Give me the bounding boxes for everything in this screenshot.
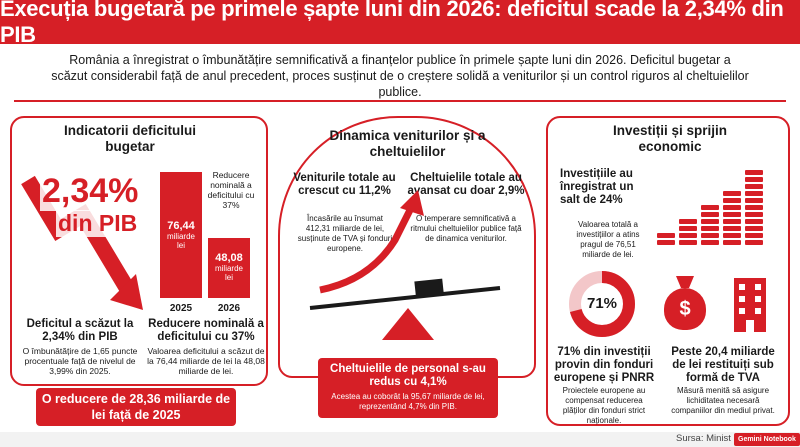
divider: [14, 100, 786, 102]
money-bag-knot: [676, 276, 694, 288]
eu-funds-text: Proiectele europene au compensat reducer…: [562, 386, 646, 425]
deficit-heading: Deficitul a scăzut la 2,34% din PIB: [26, 318, 134, 343]
nominal-text: Valoarea deficitului a scăzut de la 76,4…: [147, 346, 265, 376]
money-bag-icon: $: [664, 288, 706, 330]
source-text: Sursa: Minist: [676, 433, 731, 444]
footer-bar: [0, 432, 800, 447]
bar-2026: 48,08 miliarde lei: [208, 238, 250, 298]
expense-text: O temperare semnificativă a ritmului che…: [410, 214, 522, 243]
building-icon: [734, 278, 766, 332]
bar-2026-unit: miliarde lei: [214, 264, 243, 282]
bar-2025: 76,44 miliarde lei: [160, 172, 202, 298]
investment-panel: [546, 116, 790, 426]
deficit-big-value: 2,34%: [40, 172, 141, 211]
eu-funds-donut: [569, 271, 635, 337]
investment-stack-icon: [657, 170, 763, 245]
reduction-note: Reducere nominală a deficitului cu 37%: [207, 170, 255, 210]
reduction-banner: O reducere de 28,36 miliarde de lei față…: [36, 388, 236, 426]
growth-arrow-icon: [309, 190, 501, 310]
deficit-panel-title: Indicatorii deficitului bugetar: [63, 123, 196, 154]
bar-2025-unit: miliarde lei: [166, 232, 195, 250]
investment-panel-title: Investiții și sprijin economic: [612, 123, 728, 154]
vat-heading: Peste 20,4 miliarde de lei restituiți su…: [671, 346, 775, 384]
intro-text: România a înregistrat o îmbunătățire sem…: [51, 53, 749, 99]
personnel-text: Acestea au coborât la 95,67 miliarde de …: [331, 392, 485, 411]
investment-text: Valoarea totală a investițiilor a atins …: [576, 220, 640, 259]
gemini-badge-text: Gemini Notebook: [738, 436, 796, 443]
vat-text: Măsură menită să asigure lichiditatea ne…: [671, 386, 775, 415]
bar-2025-value: 76,44: [167, 220, 195, 232]
gemini-badge: Gemini Notebook: [734, 433, 800, 446]
year-2026: 2026: [217, 303, 241, 314]
year-2025: 2025: [169, 303, 193, 314]
expense-heading: Cheltuielile totale au avansat cu doar 2…: [407, 172, 525, 197]
revenue-heading: Veniturile totale au crescut cu 11,2%: [293, 172, 396, 197]
deficit-text: O îmbunătățire de 1,65 puncte procentual…: [22, 346, 138, 376]
personnel-box: Cheltuielile de personal s-au redus cu 4…: [318, 358, 498, 418]
revenue-panel-title: Dinamica veniturilor și a cheltuielilor: [329, 128, 486, 159]
personnel-heading: Cheltuielile de personal s-au redus cu 4…: [330, 363, 486, 388]
eu-funds-heading: 71% din investiții provin din fonduri eu…: [553, 346, 655, 384]
revenue-text: Încasările au însumat 412,31 miliarde de…: [297, 214, 393, 253]
bar-2026-value: 48,08: [215, 252, 243, 264]
deficit-big-unit: din PIB: [56, 210, 140, 237]
page-title: Execuția bugetară pe primele șapte luni …: [0, 0, 800, 47]
nominal-heading: Reducere nominală a deficitului cu 37%: [148, 318, 264, 343]
dollar-sign: $: [679, 297, 691, 320]
donut-arc: [569, 271, 635, 337]
investment-heading: Investițiile au înregistrat un salt de 2…: [560, 168, 634, 206]
seesaw-base-icon: [382, 308, 434, 340]
donut-label: 71%: [586, 295, 618, 312]
